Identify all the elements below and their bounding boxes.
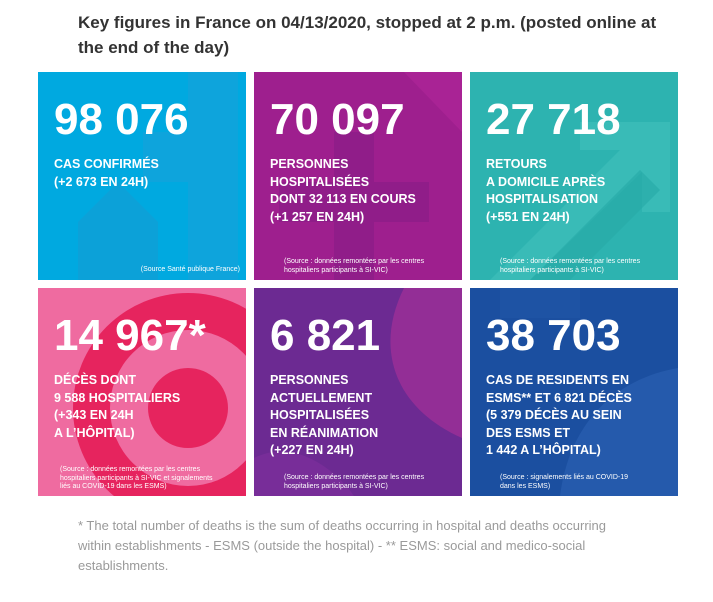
card-returns-home: 27 718 RETOURS A DOMICILE APRÈS HOSPITAL… xyxy=(470,72,678,280)
card-number: 14 967* xyxy=(54,311,206,360)
card-label: PERSONNES ACTUELLEMENT HOSPITALISÉES EN … xyxy=(270,373,379,457)
card-number: 6 821 xyxy=(270,311,381,360)
card-number: 27 718 xyxy=(486,95,621,144)
card-esms-residents: 38 703 CAS DE RESIDENTS EN ESMS** ET 6 8… xyxy=(470,288,678,496)
card-label: DÉCÈS DONT 9 588 HOSPITALIERS (+343 EN 2… xyxy=(54,373,181,440)
footnote: * The total number of deaths is the sum … xyxy=(78,518,607,573)
card-deaths: 14 967* DÉCÈS DONT 9 588 HOSPITALIERS (+… xyxy=(38,288,246,496)
card-background-graphic xyxy=(254,72,462,280)
key-figures-grid: 98 076 CAS CONFIRMÉS (+2 673 EN 24H) (So… xyxy=(38,72,678,496)
card-source: (Source : données remontées par les cent… xyxy=(284,258,425,274)
card-number: 70 097 xyxy=(270,95,405,144)
card-intensive-care: 6 821 PERSONNES ACTUELLEMENT HOSPITALISÉ… xyxy=(254,288,462,496)
card-number: 98 076 xyxy=(54,95,189,144)
card-label: CAS CONFIRMÉS (+2 673 EN 24H) xyxy=(54,157,159,189)
card-label: CAS DE RESIDENTS EN ESMS** ET 6 821 DÉCÈ… xyxy=(486,373,632,457)
card-background-graphic xyxy=(470,288,678,496)
page-title: Key figures in France on 04/13/2020, sto… xyxy=(78,13,657,57)
card-source: (Source : données remontées par les cent… xyxy=(284,474,425,490)
card-source: (Source : données remontées par les cent… xyxy=(500,258,641,274)
card-background-graphic xyxy=(38,72,246,280)
card-source: (Source : signalements liés au COVID-19 … xyxy=(500,474,628,490)
card-number: 38 703 xyxy=(486,311,621,360)
card-background-graphic xyxy=(38,288,246,496)
card-confirmed-cases: 98 076 CAS CONFIRMÉS (+2 673 EN 24H) (So… xyxy=(38,72,246,280)
card-background-graphic xyxy=(470,72,678,280)
card-hospitalised: 70 097 PERSONNES HOSPITALISÉES DONT 32 1… xyxy=(254,72,462,280)
card-source: (Source Santé publique France) xyxy=(140,266,240,273)
card-source: (Source : données remontées par les cent… xyxy=(60,466,213,490)
card-label: RETOURS A DOMICILE APRÈS HOSPITALISATION… xyxy=(486,157,606,224)
card-label: PERSONNES HOSPITALISÉES DONT 32 113 EN C… xyxy=(270,157,416,224)
card-background-graphic xyxy=(254,288,462,496)
